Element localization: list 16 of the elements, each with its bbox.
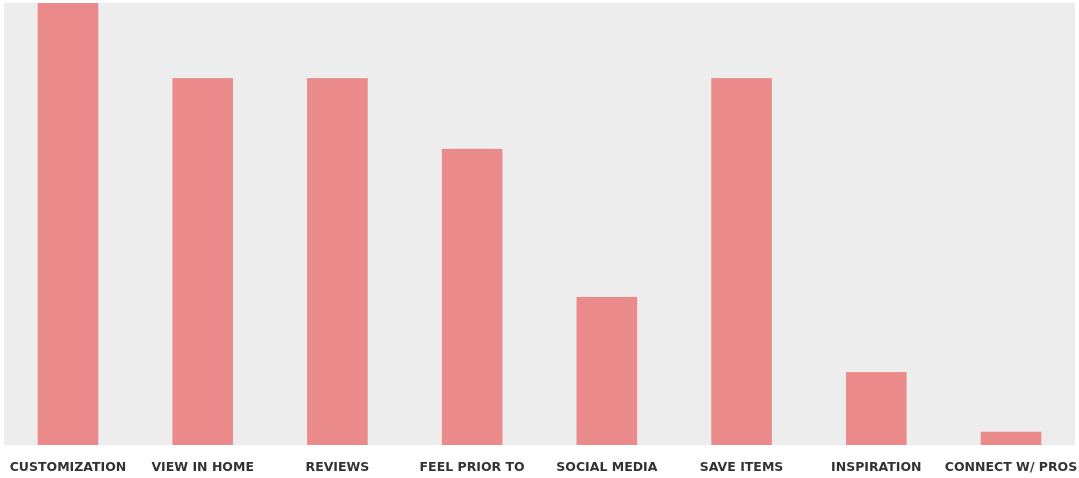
x-tick-label: SOCIAL MEDIA <box>556 459 658 474</box>
bar <box>980 431 1042 445</box>
bar <box>711 78 772 445</box>
bar <box>307 78 368 445</box>
x-tick-label: CONNECT W/ PROS <box>944 459 1078 474</box>
x-tick-label: SAVE ITEMS <box>699 459 784 474</box>
bar <box>845 372 907 445</box>
x-tick-label: VIEW IN HOME <box>151 459 254 474</box>
bar <box>37 3 99 445</box>
bar <box>576 296 638 445</box>
x-tick-label: REVIEWS <box>305 459 370 474</box>
x-tick-label: INSPIRATION <box>831 459 922 474</box>
x-tick-label: CUSTOMIZATION <box>9 459 127 474</box>
bar <box>172 78 234 445</box>
bar <box>441 148 503 445</box>
x-tick-label: FEEL PRIOR TO <box>419 459 525 474</box>
